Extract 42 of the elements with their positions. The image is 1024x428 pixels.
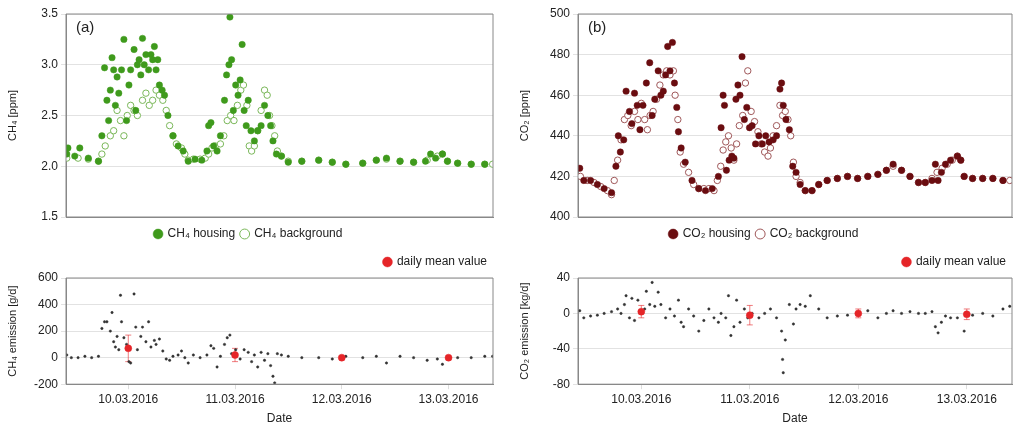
y-axis-title: CH₄ emission [g/d] (5, 285, 18, 377)
y-tick-label: 0 (563, 305, 571, 320)
x-axis-title: Date (782, 411, 808, 426)
legend-label: daily mean value (396, 254, 488, 269)
y-tick-label: 40 (556, 270, 571, 285)
y-tick-label: -200 (33, 376, 59, 391)
annotation: (a) (76, 17, 95, 35)
y-tick-label: 440 (549, 128, 571, 143)
y-tick-label: -80 (552, 376, 571, 391)
y-tick-label: 400 (549, 209, 571, 224)
y-tick-label: 460 (549, 87, 571, 102)
x-tick-label: 11.03.2016 (720, 391, 780, 406)
annotation: (b) (588, 17, 607, 35)
y-tick-label: 420 (549, 168, 571, 183)
y-tick-label: 200 (37, 323, 59, 338)
y-tick-label: -40 (552, 341, 571, 356)
y-tick-label: 1.5 (41, 209, 59, 224)
y-tick-label: 3.0 (41, 57, 59, 72)
x-tick-label: 13.03.2016 (418, 391, 479, 406)
y-tick-label: 600 (37, 270, 59, 285)
legend-label: CO₂ background (769, 226, 859, 241)
x-tick-label: 10.03.2016 (611, 391, 672, 406)
y-tick-label: 480 (549, 46, 571, 61)
x-tick-label: 13.03.2016 (936, 391, 998, 406)
y-axis-title: CO₂ emission [kg/d] (517, 282, 530, 380)
x-tick-label: 10.03.2016 (98, 391, 159, 406)
legend-label: daily mean value (915, 254, 1007, 269)
y-tick-label: 2.5 (41, 107, 59, 122)
x-tick-label: 12.03.2016 (828, 391, 889, 406)
x-tick-label: 11.03.2016 (205, 391, 265, 406)
y-tick-label: 3.5 (41, 6, 59, 21)
x-tick-label: 12.03.2016 (311, 391, 373, 406)
legend-label: CH₄ housing (167, 226, 236, 241)
legend-label: CO₂ housing (682, 226, 751, 241)
y-tick-label: 2.0 (41, 158, 59, 173)
y-tick-label: 500 (549, 6, 571, 21)
y-tick-label: 0 (51, 349, 59, 364)
y-tick-label: 400 (37, 296, 59, 311)
y-axis-title: CO₂ [ppm] (517, 89, 530, 142)
legend-label: CH₄ background (254, 226, 343, 241)
y-axis-title: CH₄ [ppm] (5, 90, 18, 141)
x-axis-title: Date (266, 411, 293, 426)
